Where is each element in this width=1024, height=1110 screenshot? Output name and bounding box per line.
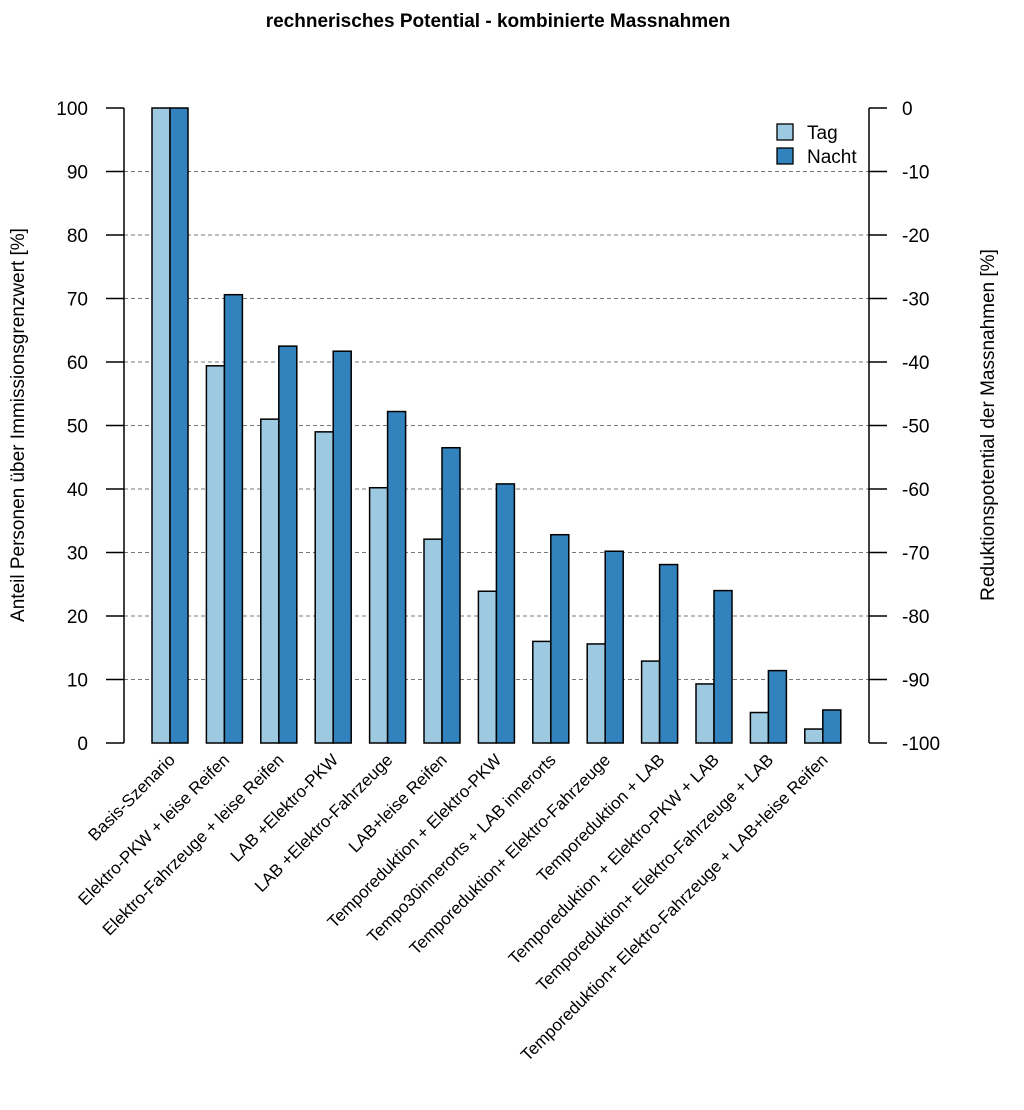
y-tick-label-left: 100 [56, 99, 88, 120]
y-axis-label-left: Anteil Personen über Immissionsgrenzwert… [8, 228, 29, 622]
y-tick-label-right: -30 [902, 290, 929, 311]
y-tick-label-left: 40 [67, 480, 88, 501]
bar-nacht [822, 709, 842, 744]
chart-title: rechnerisches Potential - kombinierte Ma… [266, 11, 731, 32]
bar-tag [368, 486, 389, 744]
bar-tag [532, 640, 552, 744]
bar-nacht [550, 533, 570, 744]
bar-nacht [441, 446, 461, 744]
bar-tag [804, 728, 824, 744]
legend-label-tag: Tag [807, 123, 838, 144]
bar-tag [314, 431, 334, 744]
bar-tag [695, 683, 715, 744]
bar-nacht [386, 410, 407, 744]
y-tick-label-right: -20 [902, 226, 929, 247]
bars [151, 107, 842, 744]
bar-tag [477, 590, 498, 744]
legend-label-nacht: Nacht [807, 147, 857, 168]
bar-nacht [604, 550, 624, 744]
y-tick-label-left: 70 [67, 290, 88, 311]
bar-tag [205, 365, 226, 744]
y-tick-label-right: -50 [902, 417, 929, 438]
y-tick-label-left: 90 [67, 163, 88, 184]
y-tick-label-right: -70 [902, 544, 929, 565]
bar-tag [260, 418, 280, 744]
y-tick-label-left: 80 [67, 226, 88, 247]
bar-nacht [767, 669, 788, 744]
bar-tag [586, 643, 606, 744]
legend-swatch-tag [776, 123, 794, 141]
bar-nacht [495, 483, 516, 744]
bar-nacht [278, 345, 298, 744]
legend: Tag Nacht [776, 123, 857, 168]
bar-nacht [658, 563, 679, 744]
legend-swatch-nacht [776, 147, 794, 165]
bar-tag [640, 660, 661, 744]
y-tick-label-right: -100 [902, 734, 940, 755]
bar-tag [749, 711, 770, 744]
y-axis-label-right: Reduktionspotential der Massnahmen [%] [978, 249, 999, 601]
y-tick-label-left: 50 [67, 417, 88, 438]
bar-nacht [223, 293, 244, 744]
y-tick-label-right: -80 [902, 607, 929, 628]
bar-tag [423, 538, 443, 744]
bar-nacht [169, 107, 189, 744]
y-tick-label-right: -90 [902, 671, 929, 692]
y-tick-label-right: -40 [902, 353, 929, 374]
y-tick-label-left: 10 [67, 671, 88, 692]
y-tick-label-left: 30 [67, 544, 88, 565]
y-tick-label-right: -60 [902, 480, 929, 501]
y-tick-label-left: 0 [77, 734, 88, 755]
category-label: LAB+leise Reifen [345, 750, 451, 856]
axes: 0 10 20 30 40 50 60 70 80 90 100 0 -10 -20 -30 -40 -50 -6… [56, 99, 940, 755]
y-tick-label-right: -10 [902, 163, 929, 184]
bar-nacht [713, 589, 733, 744]
y-tick-label-left: 20 [67, 607, 88, 628]
bar-nacht [332, 350, 352, 744]
category-label: Temporeduktion+ Elektro-Fahrzeuge [406, 750, 614, 958]
y-tick-label-right: 0 [902, 99, 913, 120]
bar-tag [151, 107, 171, 744]
y-tick-label-left: 60 [67, 353, 88, 374]
